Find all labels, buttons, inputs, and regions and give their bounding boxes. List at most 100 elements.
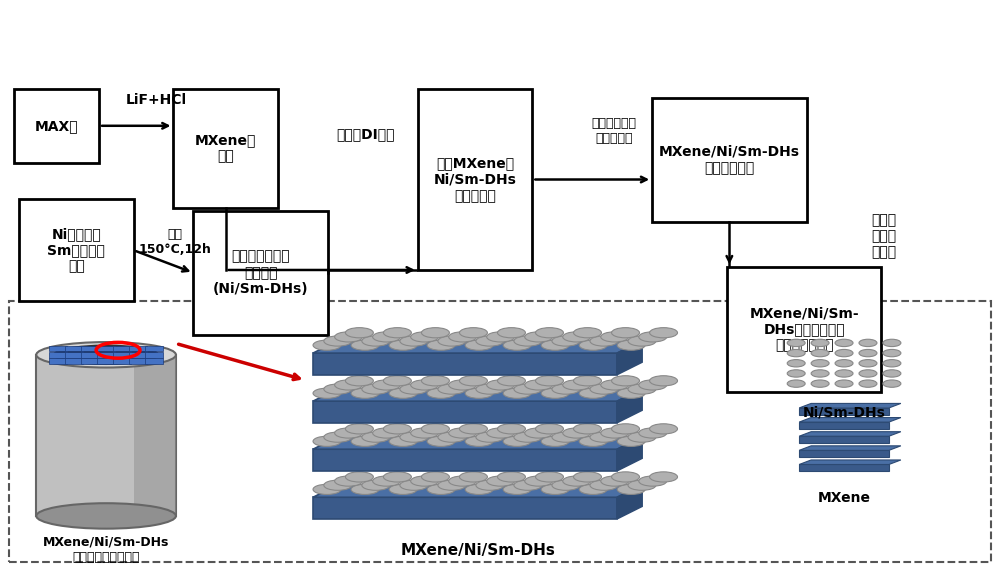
Ellipse shape [617, 484, 645, 494]
Ellipse shape [351, 388, 379, 398]
Text: MAX相: MAX相 [34, 119, 78, 133]
Polygon shape [799, 422, 889, 429]
Ellipse shape [438, 480, 466, 490]
Ellipse shape [389, 340, 417, 350]
Polygon shape [65, 345, 83, 351]
Ellipse shape [459, 472, 487, 482]
Ellipse shape [590, 384, 618, 394]
Polygon shape [799, 436, 889, 443]
Ellipse shape [612, 376, 639, 386]
Ellipse shape [579, 436, 607, 446]
Ellipse shape [427, 388, 455, 398]
Ellipse shape [563, 380, 591, 390]
Ellipse shape [449, 380, 477, 390]
Polygon shape [799, 460, 901, 464]
Polygon shape [799, 418, 901, 422]
Ellipse shape [465, 484, 493, 494]
Ellipse shape [835, 360, 853, 367]
Ellipse shape [617, 388, 645, 398]
Ellipse shape [859, 370, 877, 377]
FancyBboxPatch shape [14, 89, 99, 162]
Ellipse shape [427, 484, 455, 494]
Ellipse shape [859, 349, 877, 357]
Polygon shape [65, 358, 83, 364]
Ellipse shape [787, 349, 805, 357]
Polygon shape [81, 345, 99, 351]
Polygon shape [134, 355, 176, 516]
Ellipse shape [525, 380, 553, 390]
Ellipse shape [324, 432, 352, 442]
Ellipse shape [503, 388, 531, 398]
Ellipse shape [400, 336, 428, 346]
Ellipse shape [503, 436, 531, 446]
Polygon shape [799, 464, 889, 471]
Ellipse shape [345, 472, 373, 482]
Ellipse shape [487, 332, 515, 342]
Ellipse shape [859, 339, 877, 347]
Ellipse shape [541, 436, 569, 446]
Ellipse shape [787, 360, 805, 367]
Ellipse shape [411, 476, 439, 486]
Ellipse shape [574, 328, 601, 338]
Ellipse shape [498, 376, 525, 386]
Ellipse shape [383, 472, 411, 482]
Text: Ni/Sm-DHs: Ni/Sm-DHs [803, 406, 885, 420]
Ellipse shape [465, 340, 493, 350]
Ellipse shape [639, 332, 667, 342]
Ellipse shape [449, 332, 477, 342]
Ellipse shape [514, 432, 542, 442]
Ellipse shape [449, 428, 477, 438]
FancyBboxPatch shape [652, 97, 807, 222]
Polygon shape [799, 432, 901, 436]
Ellipse shape [476, 480, 504, 490]
Polygon shape [313, 401, 617, 423]
Polygon shape [49, 345, 67, 351]
Ellipse shape [324, 480, 352, 490]
Polygon shape [129, 352, 147, 358]
Ellipse shape [650, 472, 678, 482]
Polygon shape [799, 408, 889, 415]
Ellipse shape [787, 339, 805, 347]
Polygon shape [313, 497, 617, 519]
Ellipse shape [476, 336, 504, 346]
Ellipse shape [883, 339, 901, 347]
Text: 水热
150°C,12h: 水热 150°C,12h [138, 228, 211, 256]
Ellipse shape [590, 480, 618, 490]
Polygon shape [49, 352, 67, 358]
Ellipse shape [536, 472, 563, 482]
FancyBboxPatch shape [418, 89, 532, 270]
Ellipse shape [373, 380, 401, 390]
Text: MXene/Ni/Sm-DHs: MXene/Ni/Sm-DHs [400, 543, 555, 558]
Ellipse shape [811, 360, 829, 367]
Polygon shape [145, 358, 163, 364]
FancyBboxPatch shape [19, 199, 134, 301]
Polygon shape [36, 355, 176, 516]
Text: MXene: MXene [818, 491, 871, 505]
Polygon shape [49, 358, 67, 364]
Polygon shape [113, 345, 131, 351]
Ellipse shape [503, 484, 531, 494]
Polygon shape [313, 437, 642, 449]
Ellipse shape [400, 432, 428, 442]
Ellipse shape [345, 328, 373, 338]
Polygon shape [313, 449, 617, 471]
Ellipse shape [835, 349, 853, 357]
Ellipse shape [487, 380, 515, 390]
Ellipse shape [525, 332, 553, 342]
Ellipse shape [536, 424, 563, 434]
Ellipse shape [351, 436, 379, 446]
Ellipse shape [449, 476, 477, 486]
Ellipse shape [639, 476, 667, 486]
Polygon shape [129, 358, 147, 364]
Ellipse shape [373, 428, 401, 438]
Ellipse shape [574, 424, 601, 434]
Ellipse shape [335, 380, 363, 390]
Ellipse shape [552, 336, 580, 346]
Ellipse shape [628, 480, 656, 490]
Ellipse shape [313, 436, 341, 446]
Polygon shape [313, 485, 642, 497]
Ellipse shape [552, 480, 580, 490]
Ellipse shape [351, 484, 379, 494]
Ellipse shape [465, 436, 493, 446]
Polygon shape [145, 352, 163, 358]
